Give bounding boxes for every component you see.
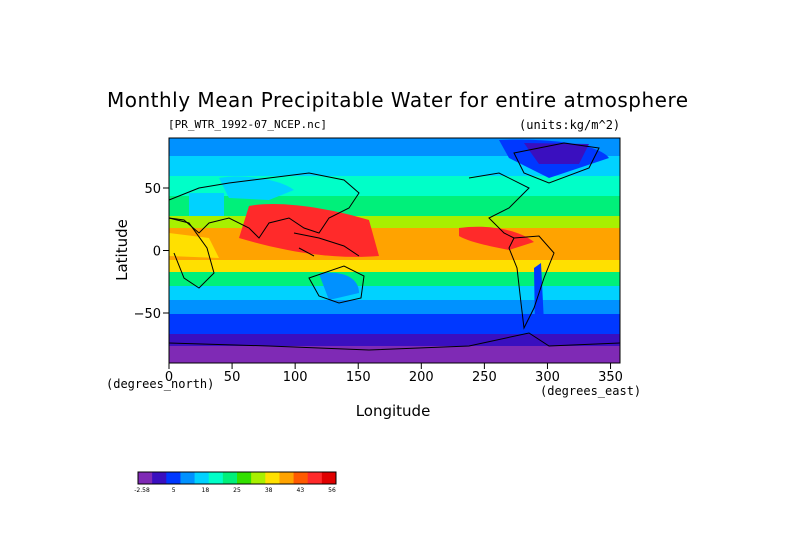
y-axis-unit: (degrees_north) xyxy=(106,377,215,391)
colorbar-label: 5 xyxy=(172,487,176,494)
coastline xyxy=(298,247,315,257)
colorbar-swatch xyxy=(208,472,224,484)
coastline xyxy=(168,172,360,239)
pw-blob xyxy=(189,193,224,216)
colorbar-outline xyxy=(137,471,337,485)
colorbar-swatch xyxy=(237,472,252,484)
x-tick-label: 200 xyxy=(409,370,434,385)
pw-band xyxy=(169,272,620,286)
coastlines xyxy=(168,142,621,351)
coastline xyxy=(293,232,360,257)
y-tick-label: −50 xyxy=(134,307,161,322)
pw-blob xyxy=(534,263,544,328)
units-label: (units:kg/m^2) xyxy=(519,118,621,132)
coastline xyxy=(513,142,600,184)
pw-band xyxy=(169,260,620,272)
pw-band xyxy=(169,286,620,300)
plot-title: Monthly Mean Precipitable Water for enti… xyxy=(107,88,689,112)
x-tick-label: 100 xyxy=(283,370,308,385)
coastline xyxy=(168,332,621,351)
pw-band xyxy=(169,228,620,260)
coastline xyxy=(468,172,530,239)
x-tick-label: 250 xyxy=(472,370,497,385)
y-tick-label: 0 xyxy=(153,245,161,260)
colorbar-swatch xyxy=(265,472,280,484)
colorbar-swatch xyxy=(279,472,295,484)
colorbar-label: 56 xyxy=(328,487,336,494)
antarctic-band xyxy=(169,346,620,363)
pw-band xyxy=(169,156,620,176)
coastline xyxy=(308,265,365,304)
warm-pool-blob xyxy=(239,203,379,257)
colorbar-swatch xyxy=(307,472,323,484)
x-axis-label: Longitude xyxy=(355,402,431,420)
colorbar-swatch xyxy=(138,472,153,484)
colorbar-label: 38 xyxy=(265,487,273,494)
pw-band xyxy=(169,334,620,346)
pw-band xyxy=(169,196,620,216)
pw-band xyxy=(169,314,620,334)
colorbar-swatch xyxy=(152,472,167,484)
pw-blob xyxy=(169,233,219,258)
colorbar-label: 25 xyxy=(233,487,241,494)
precipitable-water-field xyxy=(169,138,620,363)
coastline xyxy=(168,217,215,289)
x-tick-label: 350 xyxy=(598,370,623,385)
colorbar-swatch xyxy=(166,472,181,484)
colorbar-swatch xyxy=(194,472,210,484)
colorbar-swatch xyxy=(251,472,266,484)
warm-pool-blob xyxy=(459,226,534,250)
x-axis-unit: (degrees_east) xyxy=(540,384,642,398)
colorbar-swatch xyxy=(293,472,309,484)
y-tick-label: 50 xyxy=(144,182,161,197)
dataset-filename: [PR_WTR_1992-07_NCEP.nc] xyxy=(168,118,327,131)
x-tick-label: 300 xyxy=(535,370,560,385)
colorbar: -2.58 5 18 25 38 43 56 xyxy=(134,471,337,494)
colorbar-swatch xyxy=(180,472,196,484)
colorbar-label: 43 xyxy=(297,487,305,494)
colorbar-swatch xyxy=(321,472,337,484)
colorbar-swatch xyxy=(222,472,238,484)
pw-band xyxy=(169,300,620,314)
pw-blob xyxy=(319,272,359,300)
colorbar-label: 18 xyxy=(202,487,210,494)
x-tick-label: 150 xyxy=(346,370,371,385)
colorbar-label: -2.58 xyxy=(134,487,150,494)
x-tick-label: 0 xyxy=(165,370,173,385)
x-tick-label: 50 xyxy=(224,370,241,385)
axis-ticks: 0 50 100 150 200 250 300 350 50 0 −50 xyxy=(134,182,623,385)
coastline xyxy=(508,235,555,330)
